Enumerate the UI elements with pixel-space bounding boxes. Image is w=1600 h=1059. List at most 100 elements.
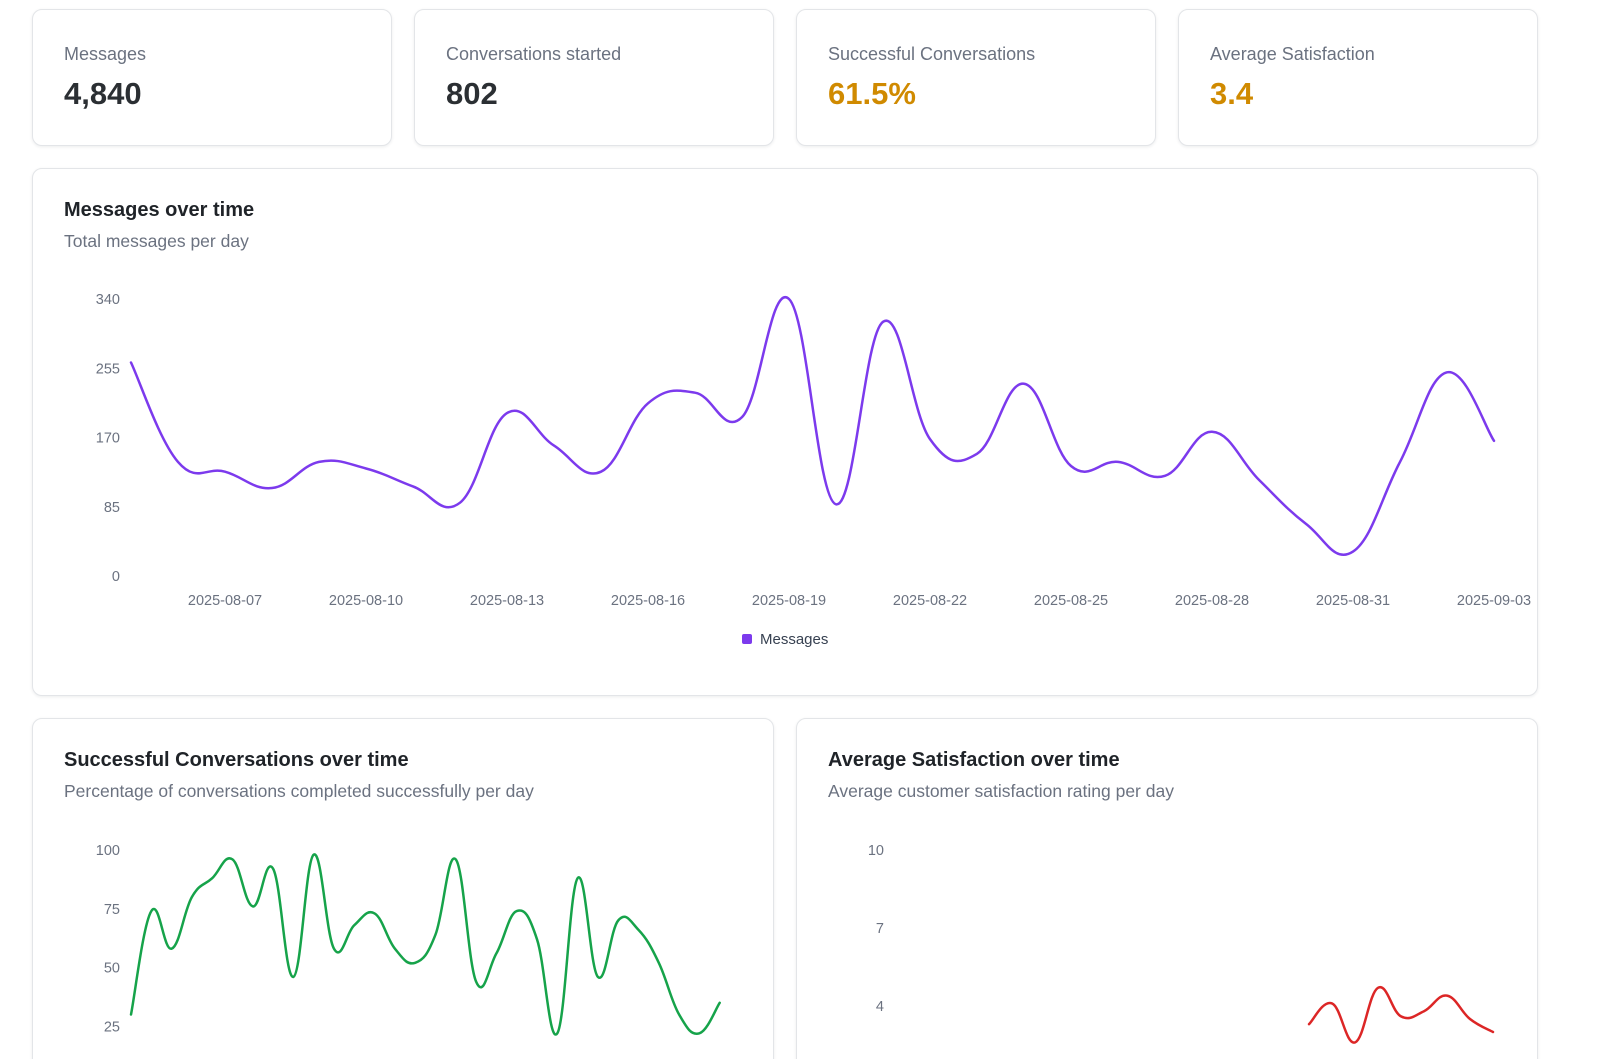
data-point[interactable] xyxy=(265,481,279,495)
data-point[interactable] xyxy=(782,292,796,306)
y-tick-label: 100 xyxy=(96,843,120,859)
x-tick-label: 2025-08-31 xyxy=(1316,593,1390,609)
data-point[interactable] xyxy=(632,923,646,937)
y-tick-label: 170 xyxy=(96,431,120,447)
chart-subtitle: Total messages per day xyxy=(64,231,249,251)
data-point[interactable] xyxy=(124,356,138,370)
data-point[interactable] xyxy=(226,852,240,866)
data-point[interactable] xyxy=(500,406,514,420)
x-tick-label: 2025-08-16 xyxy=(611,593,685,609)
data-point[interactable] xyxy=(1393,455,1407,469)
data-point[interactable] xyxy=(449,852,463,866)
x-tick-label: 2025-08-22 xyxy=(893,593,967,609)
series-line xyxy=(129,853,721,1036)
satisfaction-chart-card: Average Satisfaction over time Average c… xyxy=(796,718,1538,1059)
data-point[interactable] xyxy=(144,904,158,918)
y-tick-label: 10 xyxy=(868,843,884,859)
data-point[interactable] xyxy=(641,396,655,410)
legend-swatch xyxy=(742,634,752,644)
kpi-label: Messages xyxy=(64,44,147,64)
data-point[interactable] xyxy=(165,942,179,956)
data-point[interactable] xyxy=(1252,473,1266,487)
data-point[interactable] xyxy=(1017,377,1031,391)
y-tick-label: 4 xyxy=(876,999,884,1015)
y-tick-label: 255 xyxy=(96,361,120,377)
data-point[interactable] xyxy=(1440,989,1454,1003)
data-point[interactable] xyxy=(1486,1025,1500,1039)
data-point[interactable] xyxy=(124,1008,138,1022)
data-point[interactable] xyxy=(453,496,467,510)
data-point[interactable] xyxy=(266,862,280,876)
x-tick-label: 2025-09-03 xyxy=(1457,593,1531,609)
data-point[interactable] xyxy=(550,1026,564,1040)
data-point[interactable] xyxy=(469,975,483,989)
data-point[interactable] xyxy=(735,410,749,424)
kpi-label: Average Satisfaction xyxy=(1210,44,1375,64)
data-point[interactable] xyxy=(246,899,260,913)
data-point[interactable] xyxy=(359,462,373,476)
data-point[interactable] xyxy=(388,942,402,956)
data-point[interactable] xyxy=(327,942,341,956)
data-point[interactable] xyxy=(1064,459,1078,473)
x-tick-label: 2025-08-28 xyxy=(1175,593,1249,609)
data-point[interactable] xyxy=(829,497,843,511)
data-point[interactable] xyxy=(408,956,422,970)
kpi-value: 4,840 xyxy=(64,76,142,111)
data-point[interactable] xyxy=(672,1008,686,1022)
success-chart-card: Successful Conversations over time Perce… xyxy=(32,718,774,1059)
data-point[interactable] xyxy=(923,432,937,446)
data-point[interactable] xyxy=(688,386,702,400)
data-point[interactable] xyxy=(1158,469,1172,483)
data-point[interactable] xyxy=(368,906,382,920)
data-point[interactable] xyxy=(406,479,420,493)
x-tick-label: 2025-08-07 xyxy=(188,593,262,609)
data-point[interactable] xyxy=(185,890,199,904)
series-line xyxy=(1307,986,1495,1044)
data-point[interactable] xyxy=(429,928,443,942)
data-point[interactable] xyxy=(205,871,219,885)
kpi-card-success: Successful Conversations 61.5% xyxy=(796,9,1156,146)
data-point[interactable] xyxy=(1440,365,1454,379)
y-tick-label: 0 xyxy=(112,569,120,585)
series-line xyxy=(129,295,1496,556)
data-point[interactable] xyxy=(171,455,185,469)
data-point[interactable] xyxy=(1487,434,1501,448)
data-point[interactable] xyxy=(611,914,625,928)
data-point[interactable] xyxy=(547,439,561,453)
data-point[interactable] xyxy=(1346,545,1360,559)
data-point[interactable] xyxy=(489,946,503,960)
data-point[interactable] xyxy=(1348,1035,1362,1049)
data-point[interactable] xyxy=(1417,1004,1431,1018)
data-point[interactable] xyxy=(713,996,727,1010)
data-point[interactable] xyxy=(1299,517,1313,531)
data-point[interactable] xyxy=(876,315,890,329)
chart-title: Successful Conversations over time xyxy=(64,749,409,771)
data-point[interactable] xyxy=(652,956,666,970)
data-point[interactable] xyxy=(1302,1017,1316,1031)
y-tick-label: 25 xyxy=(104,1019,120,1035)
kpi-value: 61.5% xyxy=(828,76,916,111)
y-tick-label: 75 xyxy=(104,902,120,918)
data-point[interactable] xyxy=(1394,1009,1408,1023)
data-point[interactable] xyxy=(692,1026,706,1040)
data-point[interactable] xyxy=(571,871,585,885)
legend-label[interactable]: Messages xyxy=(760,631,828,648)
data-point[interactable] xyxy=(1325,996,1339,1010)
data-point[interactable] xyxy=(1371,981,1385,995)
data-point[interactable] xyxy=(530,932,544,946)
data-point[interactable] xyxy=(594,465,608,479)
y-tick-label: 7 xyxy=(876,921,884,937)
data-point[interactable] xyxy=(312,455,326,469)
messages-chart-card: Messages over time Total messages per da… xyxy=(32,168,1538,696)
data-point[interactable] xyxy=(218,465,232,479)
data-point[interactable] xyxy=(970,447,984,461)
data-point[interactable] xyxy=(1463,1012,1477,1026)
y-tick-label: 85 xyxy=(104,500,120,516)
data-point[interactable] xyxy=(286,970,300,984)
data-point[interactable] xyxy=(510,904,524,918)
data-point[interactable] xyxy=(307,848,321,862)
data-point[interactable] xyxy=(1111,455,1125,469)
data-point[interactable] xyxy=(347,918,361,932)
data-point[interactable] xyxy=(591,970,605,984)
data-point[interactable] xyxy=(1205,425,1219,439)
